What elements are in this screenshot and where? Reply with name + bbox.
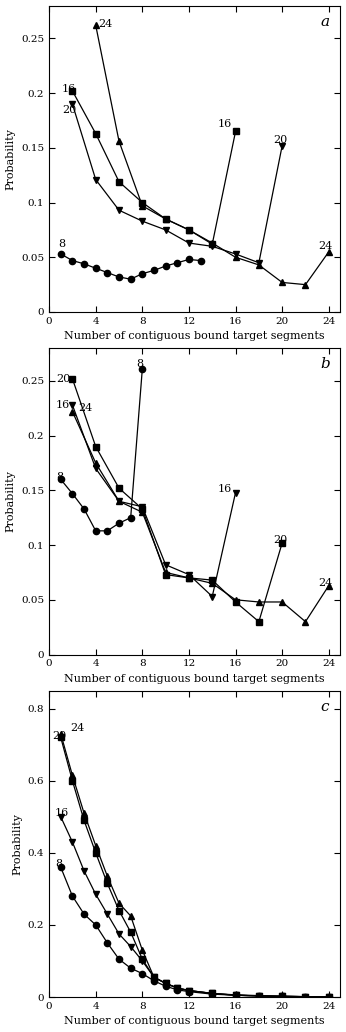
Text: 8: 8	[58, 239, 65, 249]
Text: 24: 24	[318, 578, 333, 588]
Y-axis label: Probability: Probability	[12, 813, 22, 875]
Text: 8: 8	[55, 860, 62, 869]
Text: 16: 16	[56, 400, 70, 410]
Text: 16: 16	[62, 84, 76, 94]
Text: 20: 20	[53, 731, 67, 741]
Text: 24: 24	[318, 241, 333, 252]
Text: 24: 24	[98, 20, 112, 29]
Text: 20: 20	[273, 135, 287, 146]
Y-axis label: Probability: Probability	[6, 471, 16, 533]
Text: 16: 16	[218, 119, 232, 129]
Text: b: b	[320, 357, 330, 372]
Text: 20: 20	[56, 374, 70, 384]
X-axis label: Number of contiguous bound target segments: Number of contiguous bound target segmen…	[64, 331, 325, 342]
Text: 16: 16	[218, 484, 232, 494]
Y-axis label: Probability: Probability	[6, 128, 16, 190]
X-axis label: Number of contiguous bound target segments: Number of contiguous bound target segmen…	[64, 1017, 325, 1027]
Text: 20: 20	[62, 104, 76, 115]
Text: 24: 24	[70, 723, 84, 734]
X-axis label: Number of contiguous bound target segments: Number of contiguous bound target segmen…	[64, 674, 325, 684]
Text: 16: 16	[55, 808, 69, 818]
Text: c: c	[320, 700, 329, 714]
Text: a: a	[320, 14, 329, 29]
Text: 8: 8	[137, 359, 144, 369]
Text: 24: 24	[78, 404, 92, 413]
Text: 8: 8	[56, 473, 63, 482]
Text: 20: 20	[273, 535, 287, 545]
